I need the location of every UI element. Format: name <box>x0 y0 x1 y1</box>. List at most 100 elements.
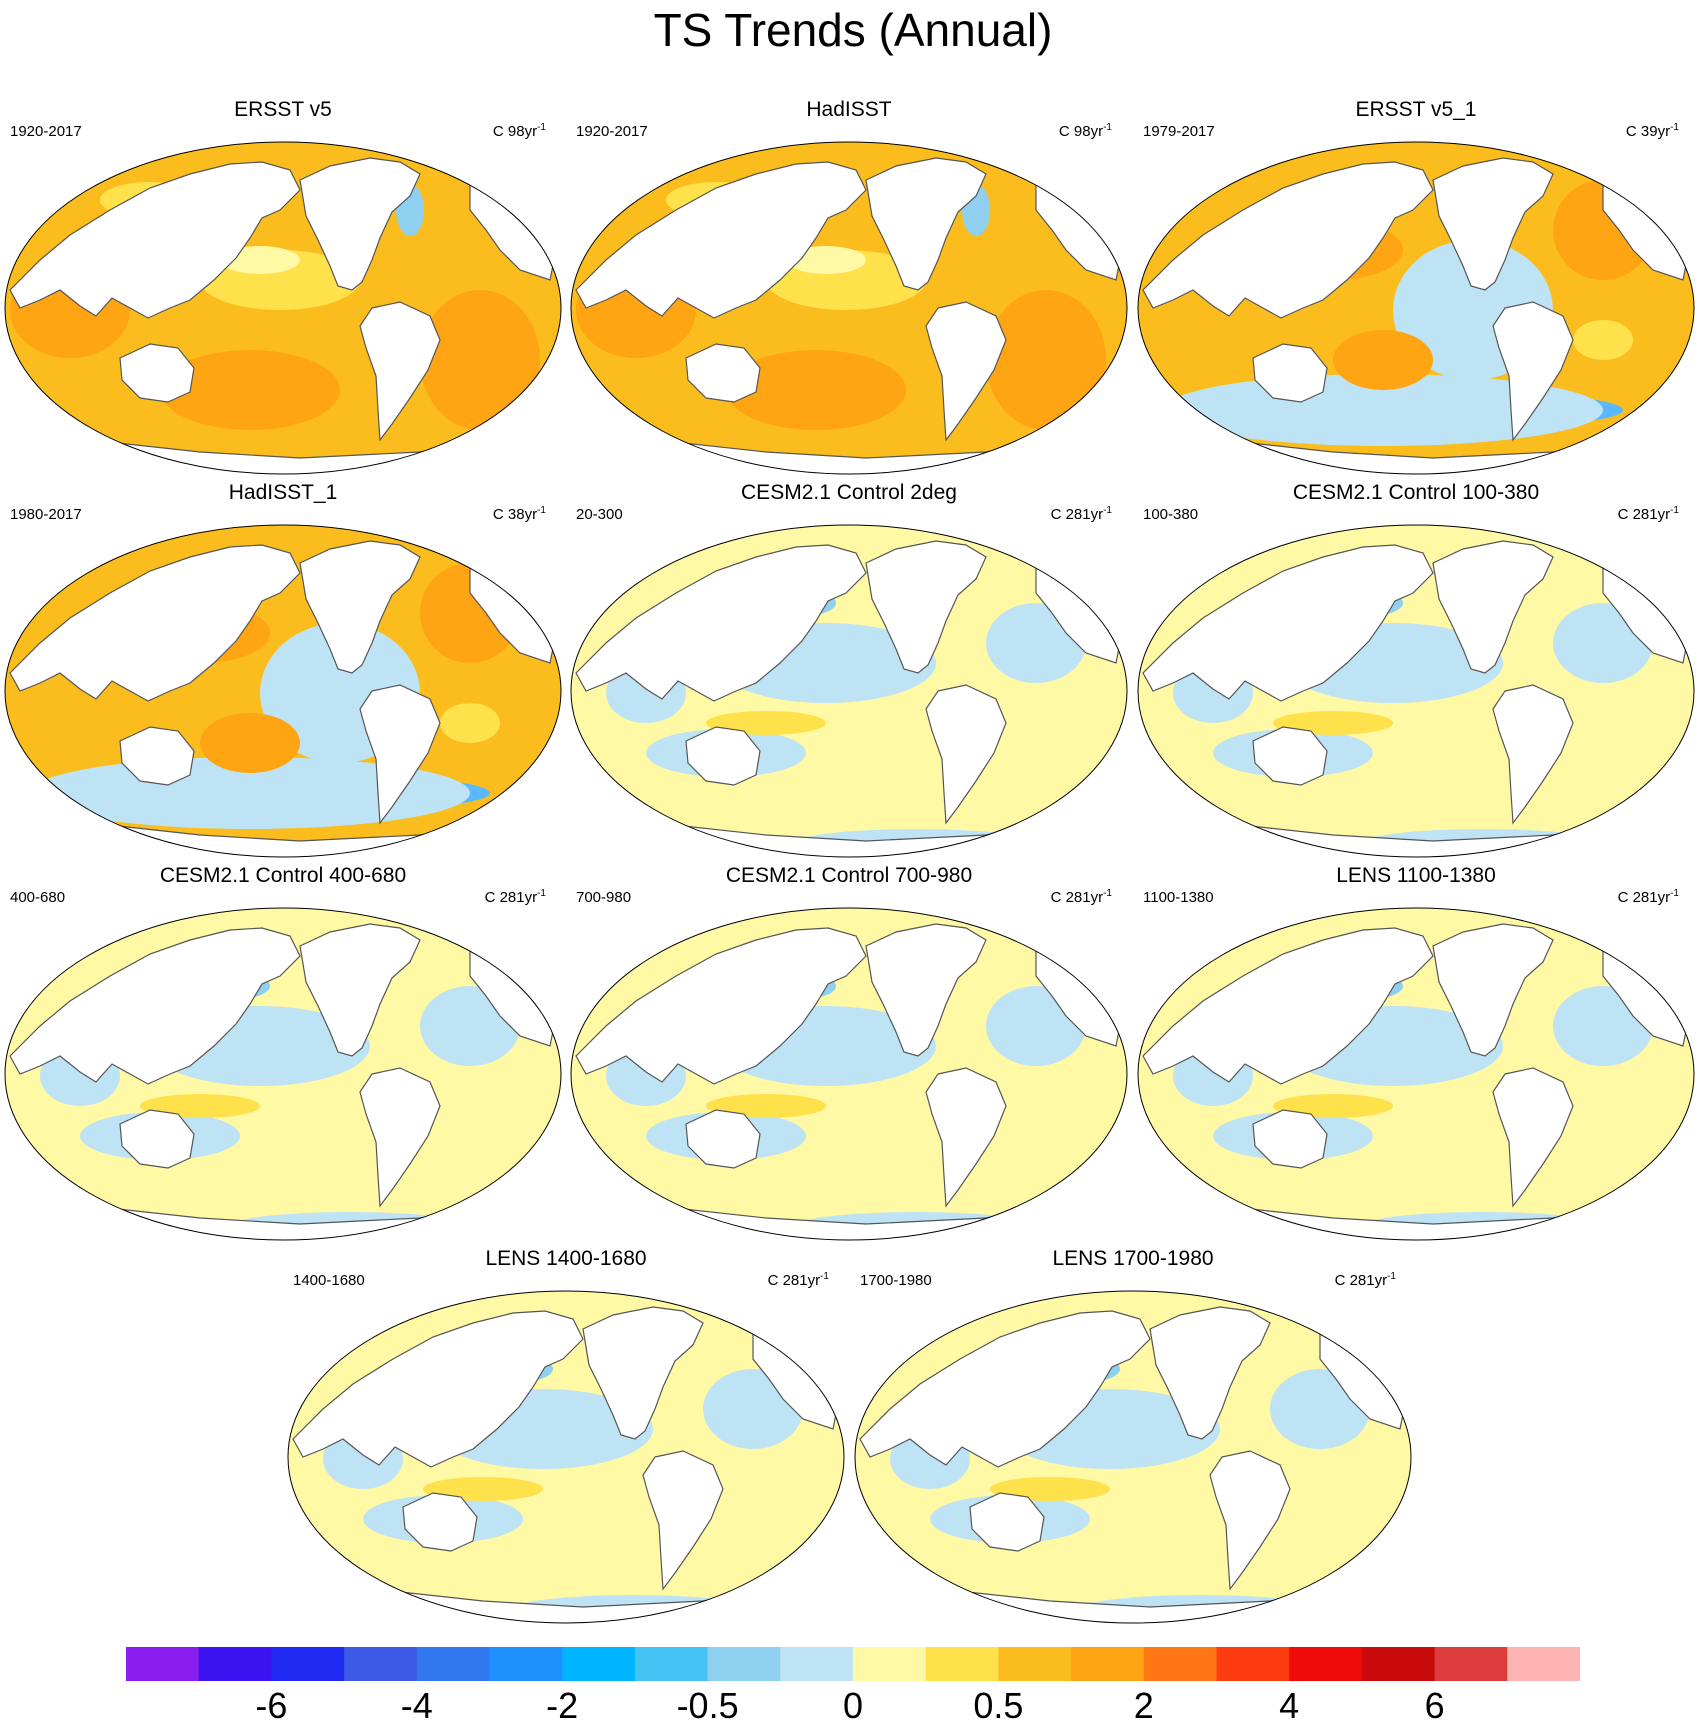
landmass <box>1142 927 1434 1085</box>
colorbar-swatch <box>925 1647 999 1681</box>
landmass <box>1142 161 1434 319</box>
trend-anomaly-region <box>440 703 500 743</box>
map-panel: CESM2.1 Control 700-980 700-980 C 281yr-1 <box>566 862 1132 1242</box>
panel-title: CESM2.1 Control 700-980 <box>725 864 973 887</box>
trend-anomaly-region <box>1273 1094 1393 1118</box>
colorbar-swatch <box>1143 1647 1217 1681</box>
panel-title: CESM2.1 Control 400-680 <box>159 864 407 887</box>
trend-exponent: -1 <box>537 122 546 133</box>
units-prefix: C <box>492 506 508 523</box>
panel-period: 400-680 <box>10 889 66 906</box>
trend-exponent: -1 <box>1387 1271 1396 1282</box>
trend-anomaly-region <box>1573 320 1633 360</box>
landmass <box>299 540 421 674</box>
trend-anomaly-region <box>423 1477 543 1501</box>
landmass <box>1492 684 1574 825</box>
trend-exponent: -1 <box>1103 888 1112 899</box>
landmass <box>119 726 195 786</box>
map-panel: LENS 1100-1380 1100-1380 C 281yr-1 <box>1133 862 1699 1242</box>
trend-exponent: -1 <box>1670 122 1679 133</box>
landmass <box>685 343 761 403</box>
map-panel: LENS 1400-1680 1400-1680 C 281yr-1 <box>283 1245 849 1625</box>
map-panel: LENS 1700-1980 1700-1980 C 281yr-1 <box>850 1245 1416 1625</box>
units-prefix: C <box>1617 506 1633 523</box>
landmass <box>575 544 867 702</box>
map-outline <box>287 1290 845 1624</box>
colorbar-tick-label: 2 <box>1133 1685 1154 1726</box>
colorbar-swatch <box>707 1647 781 1681</box>
panel-trend-units: C 281yr-1 <box>1051 501 1112 525</box>
landmass <box>642 1450 724 1591</box>
colorbar-tick-label: 0.5 <box>973 1685 1024 1726</box>
map-panel: CESM2.1 Control 400-680 400-680 C 281yr-1 <box>0 862 566 1242</box>
trend-length: 38yr <box>507 506 538 523</box>
panel-period: 1920-2017 <box>10 123 82 140</box>
map-outline <box>570 524 1128 858</box>
colorbar-swatch <box>271 1647 345 1681</box>
panel-trend-units: C 98yr-1 <box>1059 118 1112 142</box>
trend-length: 281yr <box>1632 889 1671 906</box>
trend-length: 281yr <box>499 889 538 906</box>
landmass <box>9 161 301 319</box>
landmass <box>359 1067 441 1208</box>
landmass <box>359 301 441 442</box>
world-map <box>854 1290 1412 1624</box>
map-outline <box>1137 141 1695 475</box>
panel-title: CESM2.1 Control 100-380 <box>1292 481 1540 504</box>
landmass <box>1492 301 1574 442</box>
world-map <box>570 524 1128 858</box>
trend-length: 281yr <box>1065 506 1104 523</box>
colorbar-swatch <box>1289 1647 1363 1681</box>
world-map <box>4 524 562 858</box>
landmass <box>299 923 421 1057</box>
landmass <box>582 1306 704 1440</box>
units-prefix: C <box>1058 123 1074 140</box>
landmass <box>1252 726 1328 786</box>
trend-exponent: -1 <box>1670 505 1679 516</box>
landmass <box>1142 544 1434 702</box>
trend-exponent: -1 <box>537 505 546 516</box>
landmass <box>119 1109 195 1169</box>
panel-title: HadISST <box>806 98 892 121</box>
colorbar-swatch <box>489 1647 563 1681</box>
trend-exponent: -1 <box>1103 122 1112 133</box>
trend-anomaly-region <box>160 350 340 430</box>
landmass <box>969 1492 1045 1552</box>
world-map <box>570 907 1128 1241</box>
trend-exponent: -1 <box>1103 505 1112 516</box>
world-map <box>1137 907 1695 1241</box>
units-prefix: C <box>1050 506 1066 523</box>
landmass <box>865 540 987 674</box>
colorbar-swatch <box>1071 1647 1145 1681</box>
panel-trend-units: C 98yr-1 <box>493 118 546 142</box>
colorbar-tick-label: -2 <box>546 1685 579 1726</box>
panel-trend-units: C 39yr-1 <box>1626 118 1679 142</box>
main-title: TS Trends (Annual) <box>653 4 1053 56</box>
panel-period: 1400-1680 <box>293 1272 365 1289</box>
colorbar-swatch <box>416 1647 490 1681</box>
trend-length: 281yr <box>1632 506 1671 523</box>
trend-anomaly-region <box>986 290 1106 430</box>
landmass <box>402 1492 478 1552</box>
landmass <box>1252 343 1328 403</box>
landmass <box>1252 1109 1328 1169</box>
trend-exponent: -1 <box>1670 888 1679 899</box>
world-map <box>1137 141 1695 475</box>
map-outline <box>4 524 562 858</box>
map-panel: CESM2.1 Control 2deg 20-300 C 281yr-1 <box>566 479 1132 859</box>
landmass <box>865 923 987 1057</box>
map-outline <box>1137 524 1695 858</box>
landmass <box>1209 1450 1291 1591</box>
landmass <box>685 1109 761 1169</box>
trend-anomaly-region <box>1333 330 1433 390</box>
map-panel: CESM2.1 Control 100-380 100-380 C 281yr-1 <box>1133 479 1699 859</box>
colorbar-swatch <box>853 1647 927 1681</box>
units-prefix: C <box>1625 123 1641 140</box>
panel-title: LENS 1400-1680 <box>485 1247 647 1270</box>
landmass <box>859 1310 1151 1468</box>
trend-length: 98yr <box>507 123 538 140</box>
landmass <box>925 1067 1007 1208</box>
colorbar-tick-label: -0.5 <box>676 1685 739 1726</box>
trend-length: 39yr <box>1640 123 1671 140</box>
trend-anomaly-region <box>1273 711 1393 735</box>
